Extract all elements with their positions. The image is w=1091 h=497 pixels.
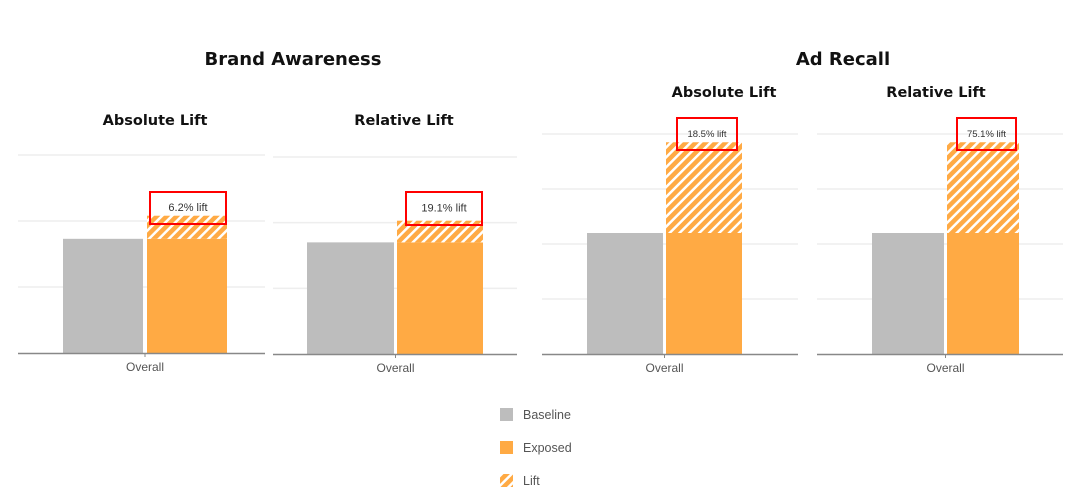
lift-label: 6.2% lift	[168, 202, 207, 214]
lift-label: 18.5% lift	[687, 129, 726, 140]
exposed-bar	[666, 233, 742, 354]
exposed-bar	[947, 233, 1019, 354]
group-title-ad-recall: Ad Recall	[795, 49, 891, 70]
baseline-bar	[587, 233, 663, 354]
lift-bar	[397, 220, 483, 243]
legend: Baseline Exposed Lift	[500, 398, 572, 497]
baseline-bar	[307, 242, 394, 354]
exposed-bar	[147, 238, 227, 353]
lift-swatch-icon	[500, 474, 513, 487]
group-title-brand-awareness: Brand Awareness	[204, 49, 382, 70]
legend-item-lift[interactable]: Lift	[500, 464, 572, 497]
legend-label: Lift	[523, 473, 540, 488]
chart-title-ar-relative: Relative Lift	[886, 85, 986, 101]
x-tick-label: Overall	[645, 361, 683, 375]
legend-label: Baseline	[523, 407, 571, 422]
chart-title-ar-absolute: Absolute Lift	[671, 85, 777, 101]
baseline-swatch-icon	[500, 408, 513, 421]
lift-label: 75.1% lift	[967, 129, 1006, 140]
lift-bar	[947, 142, 1019, 233]
lift-highlight-box	[405, 191, 483, 226]
lift-label: 19.1% lift	[421, 203, 466, 215]
x-tick-label: Overall	[376, 361, 414, 375]
legend-item-baseline[interactable]: Baseline	[500, 398, 572, 431]
chart-title-ba-absolute: Absolute Lift	[102, 113, 208, 129]
exposed-bar	[397, 242, 483, 354]
chart-title-ba-relative: Relative Lift	[354, 113, 454, 129]
baseline-bar	[872, 233, 944, 354]
lift-bar	[666, 142, 742, 233]
legend-label: Exposed	[523, 440, 572, 455]
lift-highlight-box	[149, 191, 227, 225]
baseline-bar	[63, 238, 143, 353]
lift-highlight-box	[676, 117, 738, 151]
lift-bar	[147, 215, 227, 239]
lift-highlight-box	[956, 117, 1017, 151]
charts-canvas: Overall 6.2% lift Overall 19.1% lift Overall…	[18, 117, 1063, 375]
exposed-swatch-icon	[500, 441, 513, 454]
x-tick-label: Overall	[126, 360, 164, 374]
legend-item-exposed[interactable]: Exposed	[500, 431, 572, 464]
x-tick-label: Overall	[926, 361, 964, 375]
